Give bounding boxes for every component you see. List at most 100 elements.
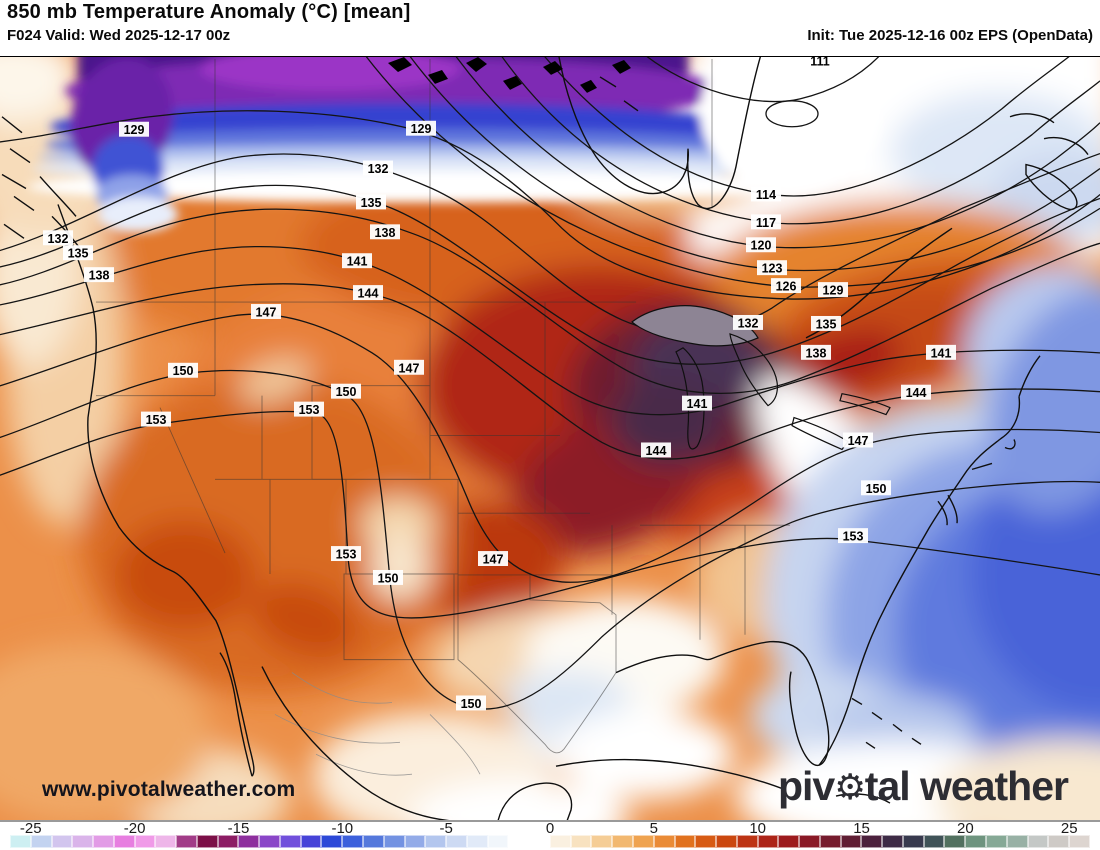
contour-label-box [682,395,712,411]
colorbar-cell [549,835,571,848]
colorbar-tick-label: 20 [957,820,974,837]
contour-label: 114 [756,188,776,202]
colorbar-cell [529,835,550,848]
colorbar-cell [674,835,696,848]
watermark-url: www.pivotalweather.com [42,778,296,801]
contour-label-box [478,551,508,566]
contour-label-box [331,383,361,399]
colorbar-cell [1048,835,1070,848]
contour-label: 147 [399,361,420,375]
contour-label-box [751,186,781,202]
contour-label: 144 [906,386,927,400]
colorbar-cell [1069,835,1090,848]
contour-label-box [926,344,956,360]
colorbar-cell [902,835,924,848]
colorbar-cell [716,835,737,848]
contour-label: 129 [411,122,432,136]
contour-label-box [811,315,841,331]
contour-label: 141 [687,397,708,411]
header: 850 mb Temperature Anomaly (°C) [mean] F… [0,0,1100,56]
page-title: 850 mb Temperature Anomaly (°C) [mean] [7,1,411,23]
colorbar-cell [51,835,73,848]
contour-label-box [168,362,198,378]
contour-label: 147 [848,434,869,448]
contour-label: 135 [816,317,837,331]
contour-label-box [353,285,383,301]
contour-label: 153 [299,403,320,417]
colorbar-cell [30,835,52,848]
colorbar-cell [238,835,260,848]
contour-label-box [838,528,868,544]
color-field [0,57,1100,820]
colorbar-cell [300,835,322,848]
contour-label-box [342,253,372,269]
contour-label-box [818,282,848,298]
contour-label: 123 [762,262,783,276]
colorbar-cell [404,835,426,848]
contour-label: 153 [146,413,167,427]
colorbar-cell [799,835,820,848]
contour-label: 135 [68,247,89,261]
contour-label-box [141,411,171,427]
contour-label-box [805,57,835,68]
colorbar-cell [176,835,197,848]
colorbar-cell [861,835,883,848]
colorbar-cell [259,835,280,848]
colorbar-cell [985,835,1007,848]
colorbar-cell [778,835,800,848]
contour-label: 150 [378,571,399,585]
colorbar-cell [383,835,405,848]
colorbar-tick-label: 15 [853,820,870,837]
contour-label-box [843,432,873,448]
colorbar-tick-label: -20 [123,820,146,837]
map-canvas: 111 129 129 132 135 138 141 144 147 150 132 135 138 1… [0,56,1100,822]
colorbar-cell [446,835,467,848]
contour-label: 117 [756,216,776,230]
contour-label-box [84,267,114,283]
contour-label: 153 [336,548,357,562]
colorbar-tick-label: 5 [649,820,659,837]
colorbar-tick-label: 0 [545,820,555,837]
colorbar-cell [840,835,862,848]
contour-label: 120 [751,239,772,253]
colorbar-tick-label: -10 [331,820,354,837]
colorbar-tick-label: 25 [1060,820,1078,837]
contour-label: 129 [124,123,145,137]
colorbar-cell [508,835,530,848]
colorbar-cell [882,835,903,848]
contour-label-box [63,245,93,261]
contour-label-box [294,401,324,417]
colorbar-cell [632,835,654,848]
colorbar-cell [10,835,31,848]
colorbar-cell [757,835,779,848]
contour-label-box [363,160,393,176]
logo-text-left: piv [777,763,835,809]
contour-label-box [251,304,281,319]
contour-label-box [733,314,763,330]
contour-label-box [751,214,781,230]
colorbar-cell [923,835,945,848]
colorbar-cell [487,835,509,848]
valid-time-label: F024 Valid: Wed 2025-12-17 00z [7,27,231,44]
colorbar [10,835,1090,848]
contour-label-box [119,121,149,137]
colorbar-tick-label: -15 [227,820,250,837]
colorbar-cell [217,835,239,848]
contour-label-box [394,359,424,375]
colorbar-cell [1027,835,1049,848]
colorbar-cell [113,835,135,848]
colorbar-cell [363,835,384,848]
contour-label: 150 [173,364,194,378]
contour-label: 147 [483,553,504,567]
colorbar-cell [466,835,488,848]
contour-label: 150 [461,697,482,711]
colorbar-cell [93,835,114,848]
colorbar-cell [196,835,218,848]
contour-label-box [356,194,386,210]
colorbar-cell [570,835,592,848]
contour-label-box [641,442,671,458]
contour-label: 150 [336,385,357,399]
